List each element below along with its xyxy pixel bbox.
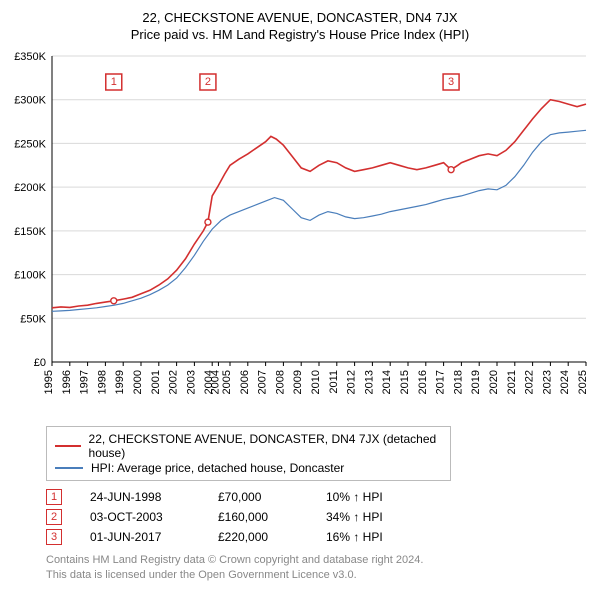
svg-text:£0: £0 <box>34 357 46 369</box>
svg-text:£350K: £350K <box>14 51 46 63</box>
svg-text:2008: 2008 <box>274 370 286 394</box>
legend-label: 22, CHECKSTONE AVENUE, DONCASTER, DN4 7J… <box>89 432 442 460</box>
svg-text:2001: 2001 <box>150 370 162 394</box>
series-property <box>52 100 586 308</box>
footer-line-2: This data is licensed under the Open Gov… <box>46 568 592 583</box>
svg-text:2015: 2015 <box>399 370 411 394</box>
legend-label: HPI: Average price, detached house, Donc… <box>91 461 344 475</box>
svg-text:2017: 2017 <box>435 370 447 394</box>
svg-text:1997: 1997 <box>79 370 91 394</box>
svg-text:£250K: £250K <box>14 138 46 150</box>
svg-text:2022: 2022 <box>524 370 536 394</box>
sale-price: £160,000 <box>218 510 298 524</box>
svg-text:2014: 2014 <box>381 370 393 394</box>
sale-row-3: 3 01-JUN-2017 £220,000 16% ↑ HPI <box>46 529 592 545</box>
svg-text:£150K: £150K <box>14 226 46 238</box>
svg-text:£300K: £300K <box>14 95 46 107</box>
sale-marker-icon: 1 <box>46 489 62 505</box>
sale-row-1: 1 24-JUN-1998 £70,000 10% ↑ HPI <box>46 489 592 505</box>
chart-container: £0 £50K £100K £150K £200K £250K £300K £350K 1995… <box>8 50 592 420</box>
sale-row-2: 2 03-OCT-2003 £160,000 34% ↑ HPI <box>46 509 592 525</box>
sale-marker-num-3: 3 <box>448 76 454 88</box>
svg-text:£100K: £100K <box>14 270 46 282</box>
svg-text:2010: 2010 <box>310 370 322 394</box>
series-hpi <box>52 130 586 311</box>
sale-dot-3 <box>448 167 454 173</box>
svg-text:2004: 2004 <box>209 370 221 394</box>
legend-row-0: 22, CHECKSTONE AVENUE, DONCASTER, DN4 7J… <box>55 432 442 460</box>
svg-text:2013: 2013 <box>363 370 375 394</box>
svg-text:2005: 2005 <box>221 370 233 394</box>
sale-marker-icon: 3 <box>46 529 62 545</box>
sale-price: £220,000 <box>218 530 298 544</box>
svg-text:1995: 1995 <box>43 370 55 394</box>
sale-diff: 16% ↑ HPI <box>326 530 426 544</box>
chart-title: 22, CHECKSTONE AVENUE, DONCASTER, DN4 7J… <box>8 10 592 25</box>
svg-text:2023: 2023 <box>541 370 553 394</box>
svg-text:2002: 2002 <box>168 370 180 394</box>
svg-text:2018: 2018 <box>452 370 464 394</box>
svg-text:£50K: £50K <box>20 313 46 325</box>
legend-swatch <box>55 445 81 447</box>
sale-diff: 34% ↑ HPI <box>326 510 426 524</box>
legend-row-1: HPI: Average price, detached house, Donc… <box>55 461 442 475</box>
sale-dot-2 <box>205 219 211 225</box>
svg-text:1999: 1999 <box>114 370 126 394</box>
sale-date: 24-JUN-1998 <box>90 490 190 504</box>
svg-text:2007: 2007 <box>257 370 269 394</box>
svg-text:2021: 2021 <box>506 370 518 394</box>
sale-date: 01-JUN-2017 <box>90 530 190 544</box>
svg-text:2025: 2025 <box>577 370 589 394</box>
legend: 22, CHECKSTONE AVENUE, DONCASTER, DN4 7J… <box>46 426 451 481</box>
svg-text:£200K: £200K <box>14 182 46 194</box>
svg-text:2009: 2009 <box>292 370 304 394</box>
svg-text:2000: 2000 <box>132 370 144 394</box>
svg-text:2011: 2011 <box>328 370 340 394</box>
sale-marker-num-2: 2 <box>205 76 211 88</box>
svg-text:1998: 1998 <box>96 370 108 394</box>
svg-text:2024: 2024 <box>559 370 571 394</box>
sale-diff: 10% ↑ HPI <box>326 490 426 504</box>
svg-text:2020: 2020 <box>488 370 500 394</box>
price-chart: £0 £50K £100K £150K £200K £250K £300K £350K 1995… <box>8 50 592 420</box>
svg-text:1996: 1996 <box>61 370 73 394</box>
svg-text:2016: 2016 <box>417 370 429 394</box>
sale-date: 03-OCT-2003 <box>90 510 190 524</box>
svg-text:2019: 2019 <box>470 370 482 394</box>
sale-marker-num-1: 1 <box>111 76 117 88</box>
footer-attribution: Contains HM Land Registry data © Crown c… <box>46 553 592 583</box>
svg-text:2006: 2006 <box>239 370 251 394</box>
chart-subtitle: Price paid vs. HM Land Registry's House … <box>8 27 592 42</box>
sale-marker-icon: 2 <box>46 509 62 525</box>
sale-dot-1 <box>111 298 117 304</box>
sale-price: £70,000 <box>218 490 298 504</box>
sales-table: 1 24-JUN-1998 £70,000 10% ↑ HPI 2 03-OCT-2003… <box>46 489 592 545</box>
svg-text:2003: 2003 <box>185 370 197 394</box>
footer-line-1: Contains HM Land Registry data © Crown c… <box>46 553 592 568</box>
svg-text:2012: 2012 <box>346 370 358 394</box>
legend-swatch <box>55 467 83 469</box>
